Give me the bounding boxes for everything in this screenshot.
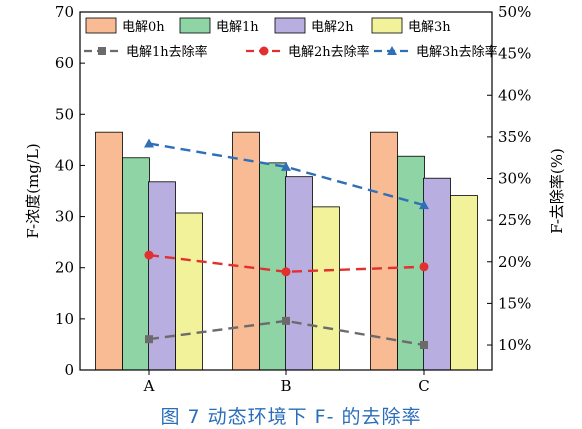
legend-label-3: 电解3h [408, 20, 451, 35]
y-tick-label: 50 [55, 105, 74, 123]
y2-tick-label: 40% [498, 86, 531, 104]
legend-marker-0 [98, 47, 106, 55]
legend-marker-1 [259, 46, 269, 56]
legend-swatch-3 [371, 17, 403, 34]
legend-label-2: 电解2h [311, 20, 354, 35]
bar-1-1 [259, 162, 287, 371]
right-axis-ticks: 10% 15% 20% 25% 30% 35% 40% 45% 50% [487, 3, 531, 354]
y-tick-label: 0 [64, 361, 74, 379]
y2-tick-label: 15% [498, 294, 531, 312]
bar-0-1 [232, 131, 260, 371]
legend-line-label-0: 电解1h去除率 [126, 44, 208, 60]
right-axis-title: F-去除率(%) [548, 148, 566, 234]
left-axis-title: F-浓度(mg/L) [24, 143, 42, 238]
point-2-1 [281, 161, 291, 171]
y-tick-label: 70 [55, 3, 74, 21]
x-axis-ticks: A B C [143, 370, 430, 395]
y-tick-label: 10 [55, 310, 74, 328]
bar-1-2 [397, 155, 425, 371]
series-line-0 [148, 319, 425, 347]
chart: 0 10 20 30 40 50 60 70 10% 15% 20% 25% 30% 35% 40% 45%… [24, 3, 566, 395]
y2-tick-label: 30% [498, 170, 531, 188]
y-tick-label: 30 [55, 208, 74, 226]
x-tick-label: B [280, 377, 291, 395]
point-0-2 [420, 341, 428, 350]
bar-0-2 [370, 131, 398, 371]
bars-layer [95, 131, 478, 371]
y2-tick-label: 20% [498, 253, 531, 271]
point-1-2 [419, 262, 429, 272]
y2-tick-label: 10% [498, 336, 531, 354]
legend-marker-2 [387, 46, 397, 55]
y2-tick-label: 45% [498, 45, 531, 63]
y-tick-label: 40 [55, 156, 74, 174]
point-0-0 [145, 335, 153, 344]
legend-line-label-2: 电解3h去除率 [416, 44, 498, 60]
bar-0-0 [95, 131, 123, 371]
y2-tick-label: 35% [498, 128, 531, 146]
legend-label-0: 电解0h [122, 20, 165, 35]
y-tick-label: 20 [55, 259, 74, 277]
y-tick-label: 60 [55, 54, 74, 72]
legend-swatch-1 [179, 17, 211, 34]
legend-swatch-0 [85, 17, 117, 34]
x-tick-label: C [418, 377, 429, 395]
legend-label-1: 电解1h [216, 20, 259, 35]
point-2-2 [419, 200, 429, 210]
point-1-1 [281, 267, 291, 277]
bar-3-0 [175, 212, 203, 371]
point-2-0 [144, 138, 154, 148]
series-line-1 [148, 253, 425, 273]
y2-tick-label: 25% [498, 211, 531, 229]
legend-swatch-2 [274, 17, 306, 34]
x-tick-label: A [143, 377, 155, 395]
figure-caption: 图 7 动态环境下 F- 的去除率 [160, 406, 422, 428]
lines-layer [144, 138, 429, 350]
point-1-0 [144, 250, 154, 260]
left-axis-ticks: 0 10 20 30 40 50 60 70 [55, 3, 85, 379]
legend: 电解0h 电解1h 电解2h 电解3h 电解1h去除率 电解2h去除率 电解3h去除率 [84, 17, 498, 60]
bar-3-2 [450, 195, 478, 371]
point-0-1 [282, 316, 290, 325]
y2-tick-label: 50% [498, 3, 531, 21]
bar-3-1 [312, 206, 340, 371]
legend-line-label-1: 电解2h去除率 [288, 44, 370, 60]
